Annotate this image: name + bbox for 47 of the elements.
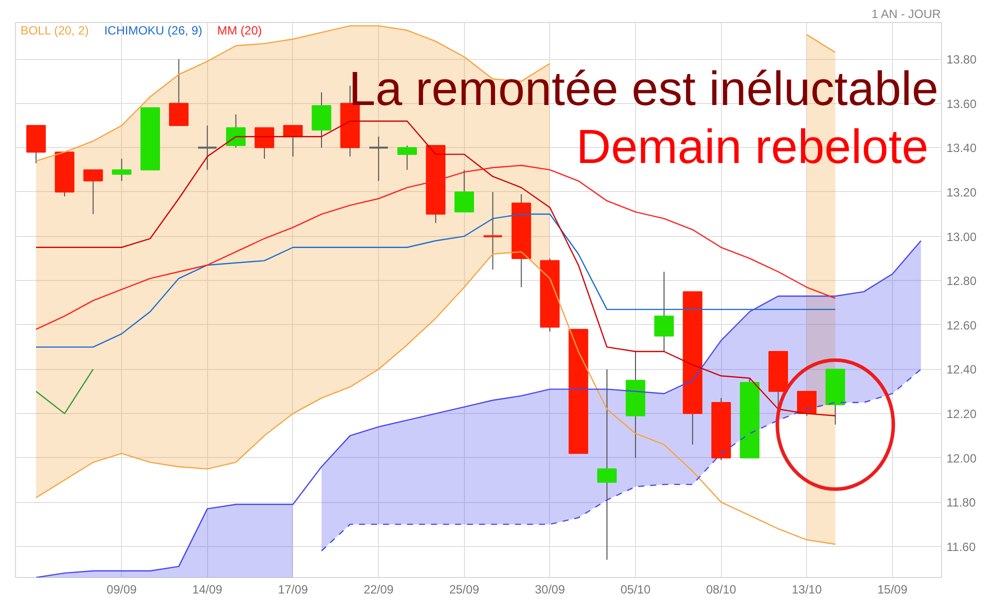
x-tick-label: 25/09 — [449, 582, 480, 596]
candlestick — [454, 169, 474, 212]
text: MM (20) — [217, 24, 262, 38]
text: BOLL (20, 2) — [20, 24, 89, 38]
candlestick — [112, 158, 132, 182]
candlestick — [197, 125, 218, 170]
text: 1 AN - JOUR — [871, 7, 942, 21]
y-tick-label: 12.80 — [946, 274, 977, 288]
x-tick-label: 09/09 — [106, 582, 138, 596]
candlestick — [169, 58, 189, 126]
x-tick-label: 08/10 — [706, 582, 736, 596]
x-tick-label: 13/10 — [792, 582, 822, 596]
x-tick-label: 17/09 — [278, 582, 308, 596]
text: La remontée est inéluctable — [348, 63, 939, 116]
line-series — [35, 240, 922, 578]
y-tick-label: 13.60 — [946, 96, 977, 111]
y-tick-label: 12.20 — [946, 407, 977, 422]
x-tick-label: 14/09 — [192, 582, 223, 596]
x-tick-label: 30/09 — [534, 582, 566, 596]
line-series — [320, 368, 922, 552]
text: Demain rebelote — [576, 121, 929, 174]
line-series — [35, 214, 836, 348]
x-tick-label: 22/09 — [364, 582, 394, 596]
candlestick — [397, 144, 417, 170]
candlestick — [83, 169, 103, 215]
text: ICHIMOKU (26, 9) — [104, 24, 202, 38]
candlestick — [597, 368, 617, 560]
y-tick-label: 11.60 — [946, 540, 976, 554]
y-tick-label: 12.00 — [946, 451, 977, 466]
y-tick-label: 13.40 — [946, 141, 977, 156]
line-series — [35, 251, 836, 545]
candlestick — [283, 125, 303, 158]
y-tick-label: 12.40 — [946, 362, 977, 377]
candlestick — [254, 127, 274, 160]
x-tick-label: 15/09 — [877, 582, 908, 596]
candlestick — [796, 390, 817, 416]
candlestick — [368, 136, 389, 182]
y-tick-label: 11.80 — [946, 496, 976, 510]
y-tick-label: 13.00 — [946, 230, 977, 244]
candlestick — [226, 114, 246, 148]
candlestick — [482, 191, 504, 270]
y-tick-label: 13.20 — [946, 185, 977, 200]
x-tick-label: 05/10 — [620, 582, 651, 596]
y-tick-label: 12.60 — [946, 318, 977, 332]
y-tick-label: 13.80 — [946, 52, 977, 67]
line-series — [35, 164, 836, 330]
candlestick — [654, 271, 674, 352]
